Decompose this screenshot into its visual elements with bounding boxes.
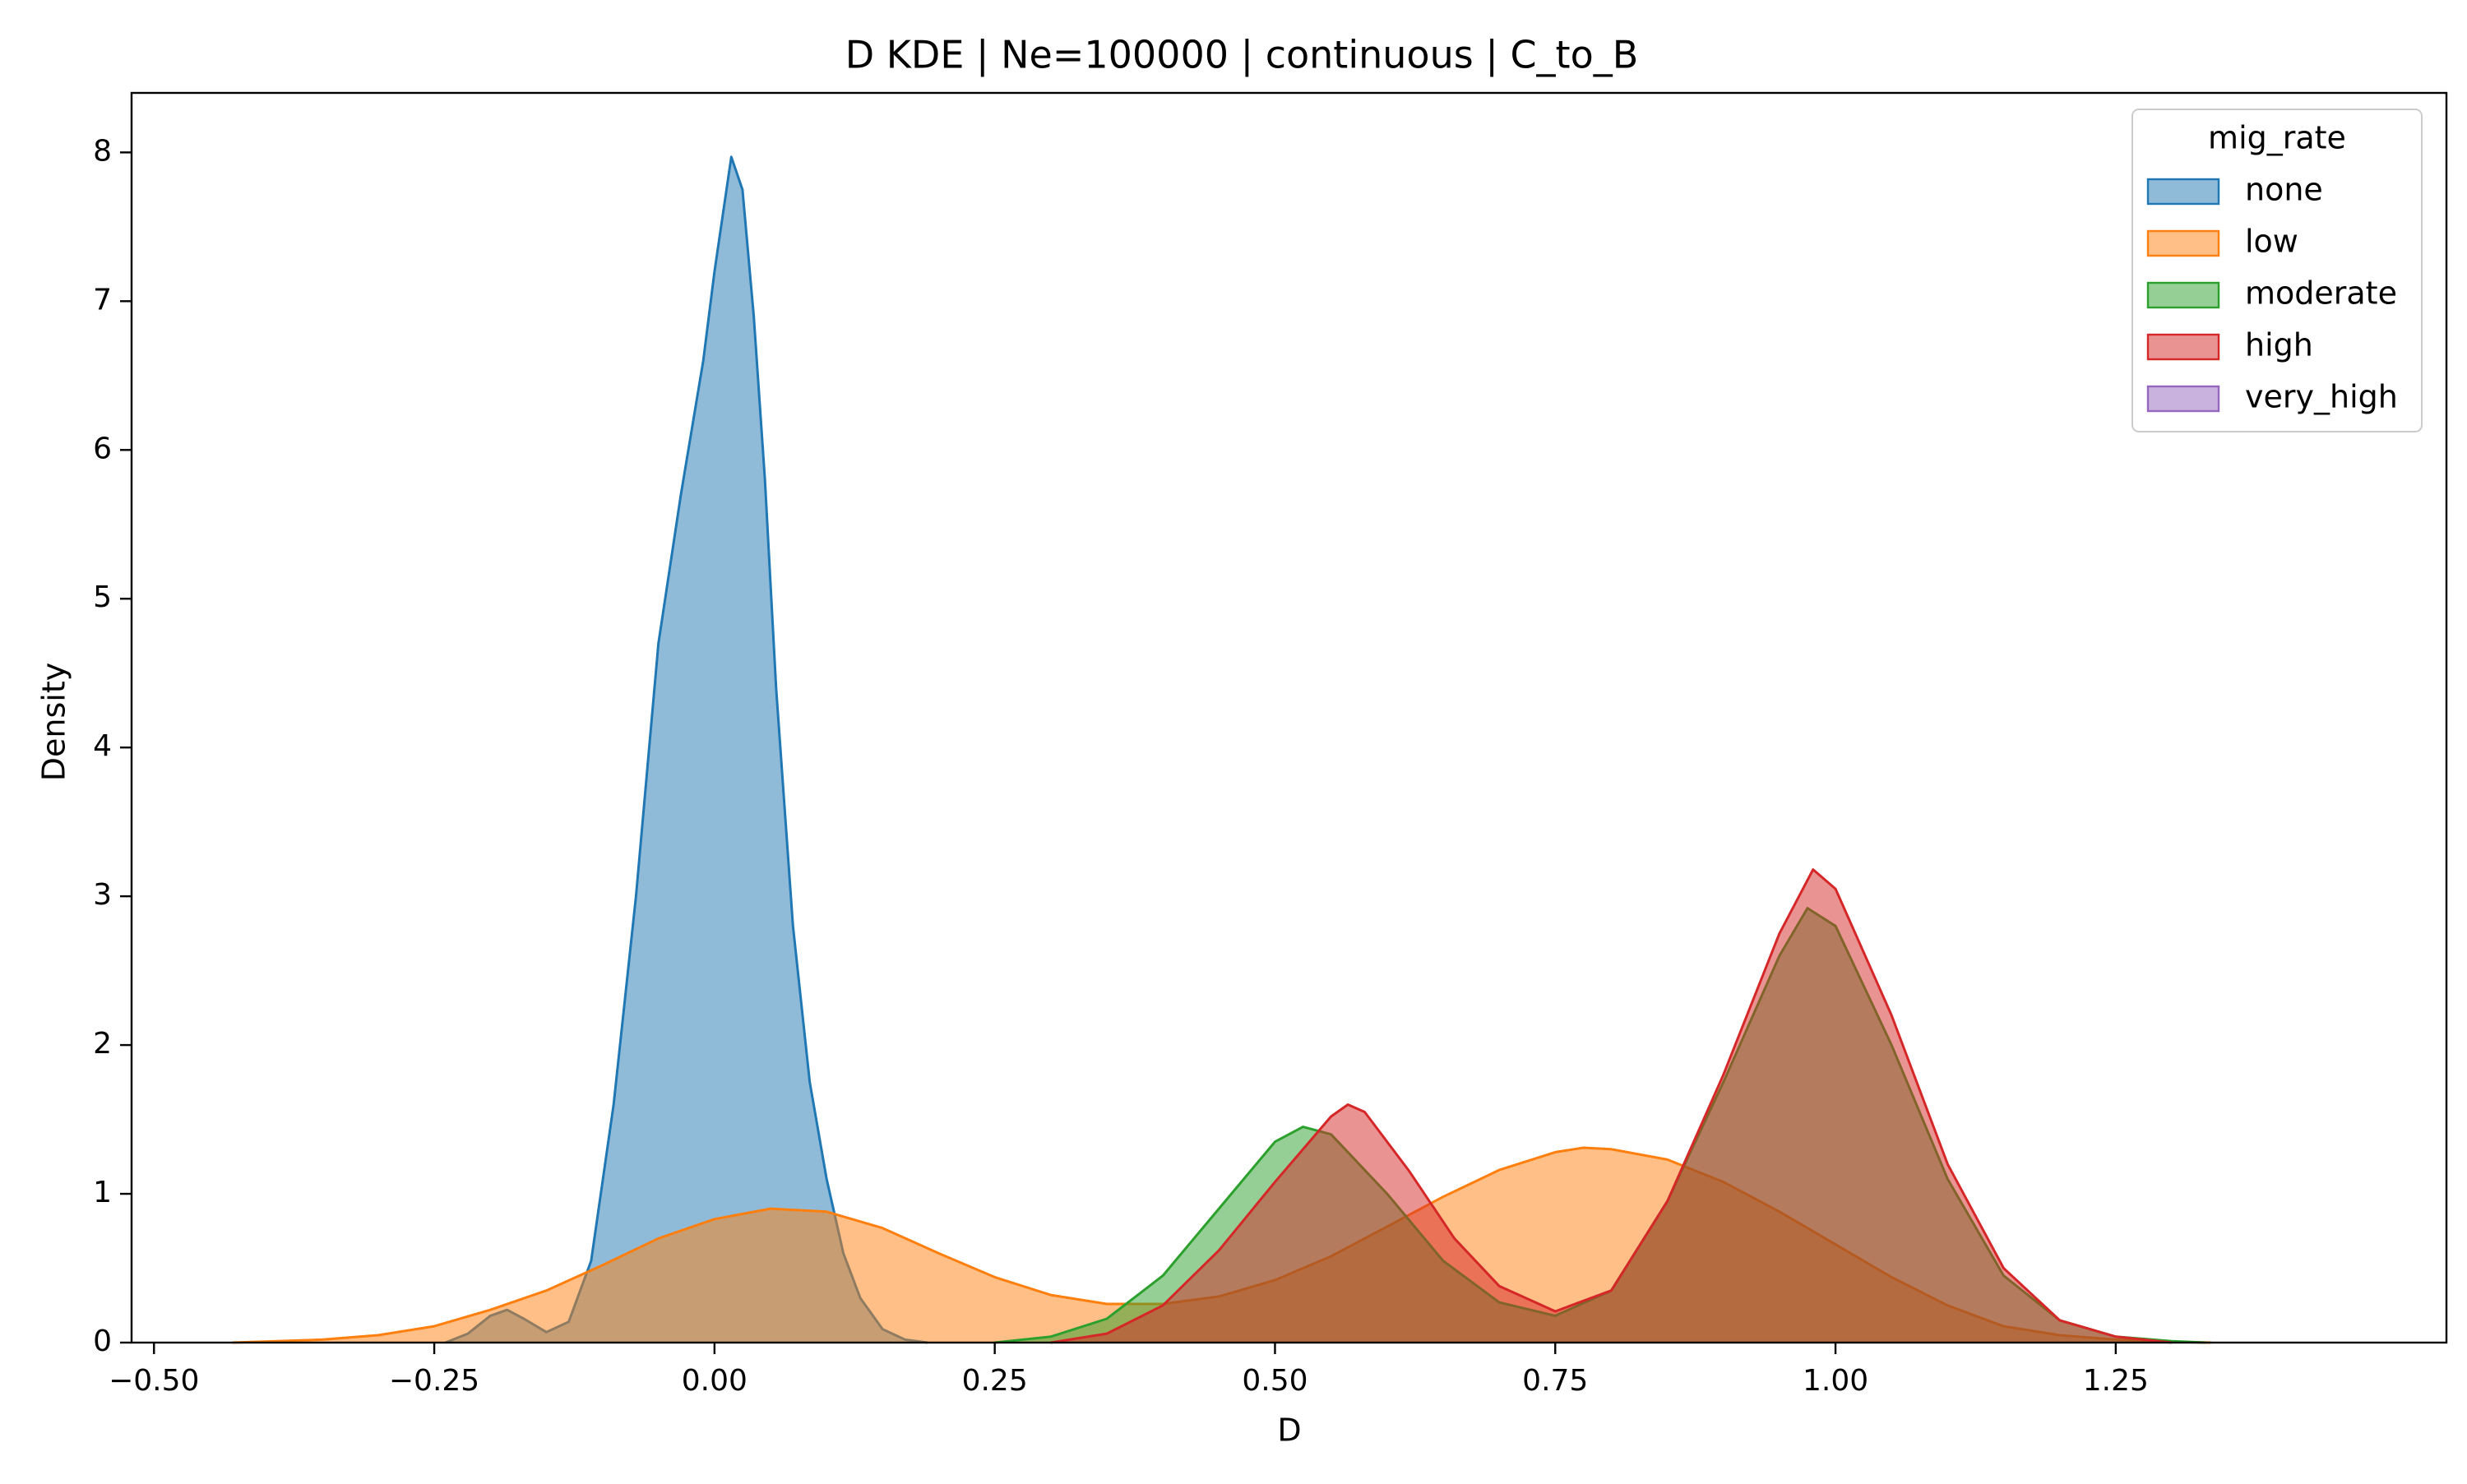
legend-label-moderate: moderate (2245, 275, 2397, 312)
plot-frame (130, 91, 2448, 1344)
legend-title: mig_rate (2208, 120, 2346, 156)
legend-swatch-very_high (2146, 385, 2220, 413)
legend-swatch-none (2146, 178, 2220, 206)
x-tick-label: 1.25 (2083, 1364, 2149, 1398)
x-tick-label: 0.00 (682, 1364, 748, 1398)
area-none (445, 156, 928, 1343)
y-tick-label: 7 (93, 283, 112, 317)
x-tick-label: 0.75 (1522, 1364, 1588, 1398)
y-axis-label: Density (36, 663, 72, 781)
y-axis-ticks: 0 1 2 3 4 5 6 7 8 (93, 134, 132, 1358)
y-tick-label: 5 (93, 580, 112, 614)
y-tick-label: 1 (93, 1176, 112, 1209)
legend-swatch-high (2146, 333, 2220, 361)
y-tick-label: 6 (93, 432, 112, 465)
area-high (1050, 869, 2172, 1343)
legend: mig_rate none low moderate high very_high (2131, 109, 2423, 432)
density-areas (232, 155, 2211, 1344)
legend-label-low: low (2245, 224, 2298, 260)
x-tick-label: 1.00 (1803, 1364, 1868, 1398)
x-tick-label: −0.25 (389, 1364, 479, 1398)
x-tick-label: −0.50 (109, 1364, 199, 1398)
chart-title: D KDE | Ne=100000 | continuous | C_to_B (845, 33, 1639, 78)
y-tick-label: 3 (93, 878, 112, 912)
x-tick-label: 0.50 (1242, 1364, 1308, 1398)
legend-label-none: none (2245, 172, 2323, 208)
legend-swatch-low (2146, 229, 2220, 257)
legend-swatch-moderate (2146, 281, 2220, 309)
x-axis-label: D (1277, 1412, 1301, 1449)
line-high (1050, 868, 2173, 1344)
legend-label-very_high: very_high (2245, 379, 2398, 415)
y-tick-label: 0 (93, 1325, 112, 1358)
y-tick-label: 4 (93, 729, 112, 763)
y-tick-label: 2 (93, 1027, 112, 1061)
legend-label-high: high (2245, 327, 2313, 363)
y-tick-label: 8 (93, 134, 112, 168)
x-axis-ticks: −0.50 −0.25 0.00 0.25 0.50 0.75 1.00 1.25 (109, 1343, 2149, 1398)
x-tick-label: 0.25 (962, 1364, 1028, 1398)
